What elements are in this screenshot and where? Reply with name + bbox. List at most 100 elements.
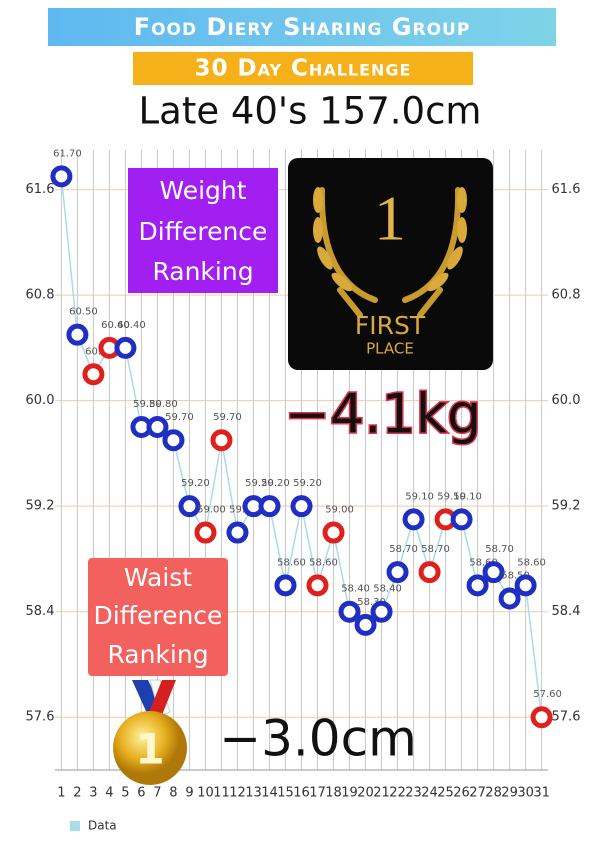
value-label: 59.10 — [453, 491, 482, 502]
data-point — [466, 574, 489, 597]
value-label: 58.40 — [373, 584, 402, 595]
x-tick-label: 28 — [485, 786, 502, 801]
data-point — [210, 429, 233, 452]
data-point — [386, 561, 409, 584]
data-point — [322, 521, 345, 544]
x-tick-label: 3 — [89, 786, 97, 801]
value-label: 59.00 — [197, 505, 226, 516]
y-tick-label: 57.6 — [552, 710, 581, 725]
value-label: 58.70 — [389, 544, 418, 555]
x-tick-label: 14 — [261, 786, 278, 801]
waist-box-text: Difference — [94, 601, 223, 630]
x-tick-label: 5 — [121, 786, 129, 801]
trophy-card — [288, 158, 493, 370]
value-label: 59.70 — [165, 412, 194, 423]
x-tick-label: 6 — [137, 786, 145, 801]
value-label: 61.70 — [53, 148, 82, 159]
weight-box-text: Ranking — [152, 257, 253, 286]
medal — [113, 711, 187, 785]
x-tick-label: 30 — [517, 786, 534, 801]
laurel-leaves — [313, 187, 467, 292]
value-label: 60.40 — [101, 320, 130, 331]
y-tick-label: 61.6 — [26, 182, 55, 197]
value-label: 58.70 — [485, 544, 514, 555]
data-point — [482, 561, 505, 584]
data-point — [402, 508, 425, 531]
weight-box-text: Weight — [159, 176, 246, 205]
overlay: Weight Difference Ranking 1 FIRST PLACE … — [88, 158, 493, 785]
x-tick-label: 23 — [405, 786, 422, 801]
data-point — [258, 495, 281, 518]
y-tick-label: 60.0 — [26, 393, 55, 408]
value-label: 58.70 — [421, 544, 450, 555]
x-tick-label: 15 — [277, 786, 294, 801]
x-tick-label: 18 — [325, 786, 342, 801]
laurel — [318, 187, 462, 318]
x-tick-label: 10 — [197, 786, 214, 801]
value-label: 58.50 — [501, 571, 530, 582]
value-label: 59.20 — [245, 478, 274, 489]
data-point — [290, 495, 313, 518]
x-tick-label: 26 — [453, 786, 470, 801]
value-label: 59.20 — [181, 478, 210, 489]
x-tick-label: 7 — [153, 786, 161, 801]
data-point — [530, 706, 553, 729]
value-label: 58.60 — [277, 557, 306, 568]
waist-box-text: Waist — [124, 563, 192, 592]
value-label: 60.40 — [117, 320, 146, 331]
value-label: 58.60 — [517, 557, 546, 568]
waist-result: −3.0cm — [219, 710, 417, 768]
x-tick-label: 19 — [341, 786, 358, 801]
x-tick-label: 1 — [57, 786, 65, 801]
weight-box — [128, 168, 278, 293]
medal-number: 1 — [135, 725, 164, 774]
y-tick-label: 59.2 — [552, 499, 581, 514]
weight-box-text: Difference — [139, 217, 268, 246]
value-label: 58.30 — [357, 597, 386, 608]
y-tick-label: 58.4 — [26, 604, 55, 619]
y-tick-label: 60.8 — [552, 288, 581, 303]
y-tick-label: 61.6 — [552, 182, 581, 197]
legend-label: Data — [88, 819, 117, 833]
waist-box-text: Ranking — [107, 640, 208, 669]
x-tick-label: 2 — [73, 786, 81, 801]
data-point — [274, 574, 297, 597]
data-point — [354, 613, 377, 636]
x-tick-label: 31 — [533, 786, 550, 801]
y-tick-label: 60.8 — [26, 288, 55, 303]
data-point — [306, 574, 329, 597]
x-tick-label: 8 — [169, 786, 177, 801]
trophy-number: 1 — [374, 183, 406, 254]
data-point — [450, 508, 473, 531]
x-tick-label: 20 — [357, 786, 374, 801]
weight-result: −4.1kg — [285, 383, 482, 446]
x-tick-label: 29 — [501, 786, 518, 801]
x-tick-label: 22 — [389, 786, 406, 801]
data-point — [338, 600, 361, 623]
x-tick-label: 17 — [309, 786, 326, 801]
value-label: 59.10 — [437, 491, 466, 502]
value-label: 59.80 — [133, 399, 162, 410]
value-label: 57.60 — [533, 689, 562, 700]
value-label: 60.50 — [69, 307, 98, 318]
trophy-text: PLACE — [366, 340, 414, 358]
waist-box — [88, 558, 228, 676]
x-tick-label: 12 — [229, 786, 246, 801]
data-point — [370, 600, 393, 623]
x-tick-label: 11 — [213, 786, 230, 801]
x-tick-label: 27 — [469, 786, 486, 801]
medal-ribbon — [132, 679, 176, 720]
data-point — [498, 587, 521, 610]
caption: Late 40's 157.0cm — [139, 90, 482, 133]
y-tick-label: 59.2 — [26, 499, 55, 514]
subtitle-banner — [133, 52, 473, 85]
x-tick-label: 24 — [421, 786, 438, 801]
value-label: 59.20 — [293, 478, 322, 489]
data-point — [82, 363, 105, 386]
data-point — [178, 495, 201, 518]
value-label: 58.60 — [469, 557, 498, 568]
x-tick-label: 9 — [185, 786, 193, 801]
x-tick-label: 16 — [293, 786, 310, 801]
value-label: 58.40 — [341, 584, 370, 595]
